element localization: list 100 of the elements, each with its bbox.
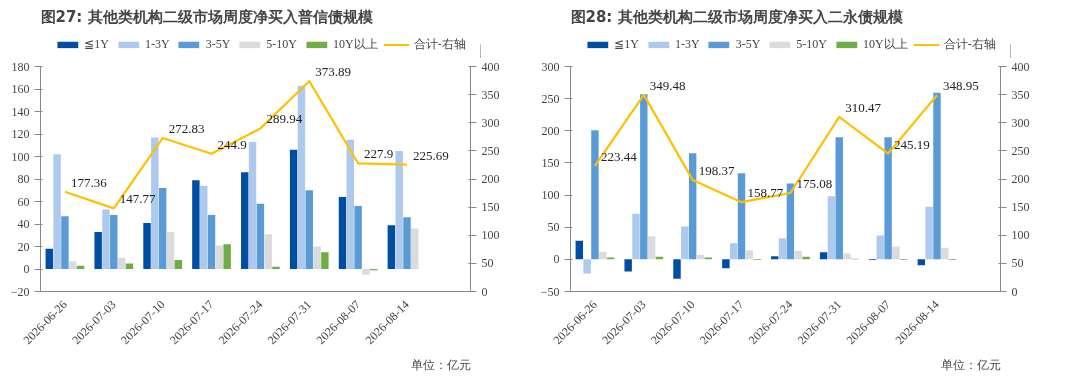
y-tick-label: 300 xyxy=(541,59,560,74)
legend-label: 合计-右轴 xyxy=(413,35,466,53)
legend-label: 10Y以上 xyxy=(863,35,908,53)
bar xyxy=(321,252,329,269)
bar xyxy=(94,231,102,269)
bar xyxy=(737,173,746,260)
bar xyxy=(892,246,900,260)
bar xyxy=(223,244,231,269)
bar xyxy=(941,247,949,260)
y-tick-label: 20 xyxy=(17,239,30,254)
y2-tick-label: 100 xyxy=(481,228,500,243)
y2-tick-label: 300 xyxy=(481,115,500,130)
data-label: 225.69 xyxy=(412,147,449,163)
legend-label: ≦1Y xyxy=(84,36,109,52)
bar xyxy=(102,209,110,269)
y-tick-label: 120 xyxy=(11,127,30,141)
bar xyxy=(876,235,885,260)
y-tick-label: 40 xyxy=(17,217,30,231)
bar xyxy=(632,213,640,260)
y2-tick-label: 0 xyxy=(1011,284,1018,299)
bar xyxy=(143,222,151,269)
data-label: 310.47 xyxy=(845,99,882,115)
data-label: 373.89 xyxy=(315,64,351,80)
y-tick-label: 60 xyxy=(17,194,30,209)
bar xyxy=(117,257,126,269)
bar xyxy=(289,149,298,269)
bar xyxy=(313,246,321,269)
bar xyxy=(338,197,347,269)
data-label: 175.08 xyxy=(796,176,833,192)
y2-tick-label: 0 xyxy=(481,284,488,299)
bar xyxy=(411,228,419,269)
bar xyxy=(387,225,396,269)
text: 单位：亿元 xyxy=(410,357,471,372)
bar xyxy=(843,253,851,260)
bar xyxy=(647,236,656,260)
y-tick-label: 80 xyxy=(17,172,30,186)
y-tick-label: 0 xyxy=(23,262,30,276)
bar xyxy=(207,215,216,269)
bar xyxy=(215,245,224,269)
bar xyxy=(591,130,599,260)
y2-tick-label: 150 xyxy=(1011,200,1030,215)
legend-label: 1-3Y xyxy=(674,36,700,52)
y-tick-label: 160 xyxy=(11,82,30,96)
bar xyxy=(61,216,69,269)
y2-tick-label: 250 xyxy=(1011,143,1030,158)
bar xyxy=(45,248,54,269)
bar xyxy=(884,137,892,260)
bar xyxy=(362,269,370,275)
y-tick-label: 0 xyxy=(553,252,560,267)
bar xyxy=(199,185,208,269)
bar xyxy=(272,266,280,269)
bar xyxy=(673,259,681,279)
bar xyxy=(827,196,836,260)
y2-tick-label: 50 xyxy=(1011,256,1024,271)
y2-tick-label: 350 xyxy=(1011,87,1030,102)
chart-title: 图28: 其他类机构二级市场周度净买入二永债规模 xyxy=(570,7,904,26)
bar xyxy=(305,190,313,269)
data-label: 227.9 xyxy=(364,146,394,162)
bar xyxy=(681,226,689,260)
legend-label: 1-3Y xyxy=(144,36,170,52)
bar xyxy=(248,141,257,269)
bar xyxy=(688,153,697,260)
bar xyxy=(583,259,591,274)
legend-label: 5-10Y xyxy=(266,36,298,52)
bar xyxy=(346,139,355,269)
data-label: 272.83 xyxy=(168,121,205,137)
y-tick-label: 150 xyxy=(541,155,560,170)
y-tick-label: −20 xyxy=(10,284,30,299)
bar xyxy=(403,217,411,269)
bar xyxy=(917,259,926,266)
y-tick-label: 50 xyxy=(547,220,560,235)
chart-title: 图27: 其他类机构二级市场周度净买入普信债规模 xyxy=(40,7,374,26)
y-tick-label: 140 xyxy=(11,104,30,119)
bar xyxy=(925,206,933,260)
y-tick-label: 200 xyxy=(541,123,560,138)
bar xyxy=(192,180,200,269)
bar xyxy=(624,259,632,272)
y2-tick-label: 400 xyxy=(1011,59,1030,74)
bar xyxy=(166,231,175,269)
bar xyxy=(110,215,118,269)
y2-tick-label: 200 xyxy=(481,172,500,186)
y-tick-label: −50 xyxy=(540,284,560,299)
line-series xyxy=(63,80,409,210)
bar xyxy=(69,261,77,269)
legend-label: 10Y以上 xyxy=(333,35,378,53)
y2-tick-label: 50 xyxy=(481,256,494,271)
bar xyxy=(722,259,730,269)
data-label: 177.36 xyxy=(70,174,108,190)
legend-label: 3-5Y xyxy=(205,36,231,52)
bar xyxy=(354,206,362,269)
bar xyxy=(835,137,843,260)
data-label: 223.44 xyxy=(600,148,638,164)
data-label: 348.95 xyxy=(942,78,979,94)
data-label: 349.48 xyxy=(649,77,686,93)
bar xyxy=(729,243,738,260)
bar xyxy=(125,263,134,269)
y-tick-label: 100 xyxy=(541,188,560,203)
y2-tick-label: 200 xyxy=(1011,172,1030,186)
line-series xyxy=(593,93,939,204)
legend-label: 3-5Y xyxy=(735,36,761,52)
